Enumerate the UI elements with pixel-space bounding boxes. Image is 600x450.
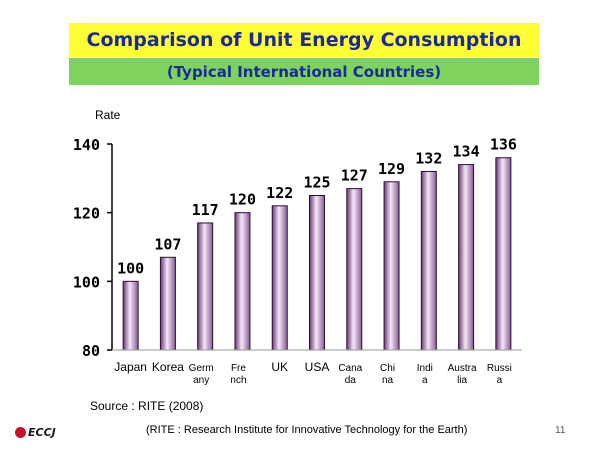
y-tick-label: 120 [73, 205, 100, 223]
slide-subtitle: (Typical International Countries) [69, 58, 539, 85]
data-label: 134 [453, 143, 480, 161]
source-note: (RITE : Research Institute for Innovativ… [146, 424, 468, 436]
x-tick-label: Korea [152, 360, 184, 374]
bar [271, 205, 288, 351]
x-tick-label: Chi na [380, 363, 395, 386]
slide-title: Comparison of Unit Energy Consumption [69, 23, 539, 57]
data-label: 129 [378, 160, 405, 178]
data-label: 127 [341, 167, 368, 185]
x-tick-label: UK [271, 360, 288, 374]
bar-chart: 100 Japan 107 Korea 117 Germ any 120 Fre nch 122 UK… [73, 136, 522, 386]
y-axis-label: Rate [95, 108, 121, 122]
bar [159, 256, 176, 351]
bar [309, 195, 325, 351]
x-tick-label: USA [305, 360, 330, 374]
y-tick-label: 80 [82, 342, 100, 360]
x-tick-label: Fre nch [230, 363, 246, 386]
bar [420, 170, 437, 351]
x-tick-label: Japan [114, 360, 147, 374]
eccj-logo: ECCJ [15, 426, 56, 439]
data-label: 122 [266, 184, 293, 202]
logo-mark-icon [15, 427, 26, 438]
x-tick-label: Indi a [417, 363, 433, 386]
bar [234, 212, 251, 351]
logo-text: ECCJ [28, 426, 56, 439]
bar [495, 157, 512, 351]
bar [197, 222, 214, 351]
data-label: 125 [303, 174, 330, 192]
bar [458, 164, 475, 351]
data-label: 100 [117, 259, 144, 277]
bar [346, 188, 363, 351]
data-label: 120 [229, 191, 256, 209]
y-tick-label: 100 [73, 273, 100, 291]
bar [383, 181, 400, 351]
source-text: Source : RITE (2008) [90, 399, 204, 413]
data-label: 136 [490, 136, 517, 154]
x-tick-label: Germ any [189, 363, 214, 386]
data-label: 107 [154, 235, 181, 253]
bar [122, 280, 139, 351]
x-tick-label: Austra lia [448, 363, 477, 386]
y-tick-label: 140 [73, 136, 100, 154]
x-tick-label: Cana da [338, 363, 362, 386]
data-label: 117 [192, 201, 219, 219]
data-label: 132 [415, 149, 442, 167]
page-number: 11 [555, 425, 566, 436]
x-tick-label: Russi a [487, 363, 512, 386]
